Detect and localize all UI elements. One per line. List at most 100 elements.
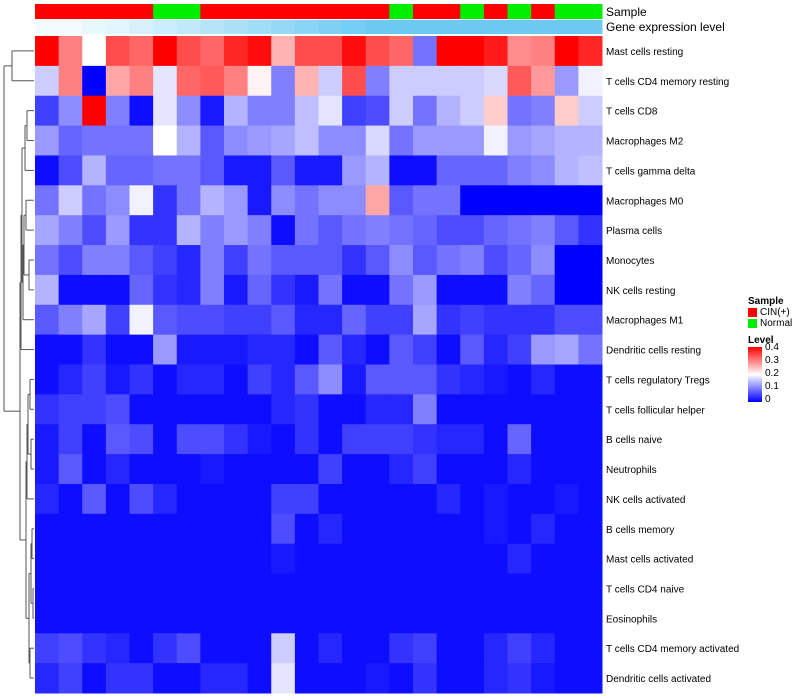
heatmap-cell [58,304,83,336]
heatmap-cell [35,125,60,156]
row-label: T cells CD4 memory activated [606,644,739,655]
heatmap-cell [200,513,225,545]
heatmap-cell [413,185,438,216]
heatmap-cell [224,424,249,455]
heatmap-cell [294,513,319,545]
heatmap-cell [176,65,201,97]
heatmap-cell [531,543,556,575]
heatmap-cell [389,125,414,156]
row-dendrogram [3,50,34,679]
sample-annotation-cell [578,4,603,19]
heatmap-cell [176,274,201,306]
sample-annotation-cell [436,4,461,19]
row-label: Dendritic cells activated [606,674,711,685]
row-label: NK cells activated [606,495,685,506]
legend-level: Level 0.4 0.3 0.2 0.1 0 [748,335,792,405]
heatmap-cell [318,454,343,485]
heatmap-cell [342,483,367,515]
heatmap-cell [247,454,272,485]
heatmap-cell [436,245,461,276]
heatmap-cell [554,334,579,365]
heatmap-cell [294,125,319,156]
heatmap-cell [153,513,178,545]
sample-annotation-cell [200,4,225,19]
heatmap-cell [460,215,485,246]
heatmap-cell [342,633,367,664]
heatmap-cell [342,334,367,365]
heatmap-cell [554,454,579,485]
heatmap-cell [413,543,438,575]
heatmap-cell [129,364,154,395]
heatmap-cell [200,663,225,694]
heatmap-cell [413,95,438,127]
heatmap-cell [271,603,296,634]
heatmap-cell [460,304,485,336]
heatmap-cell [271,424,296,455]
heatmap-cell [342,65,367,97]
heatmap-cell [58,364,83,395]
heatmap-cell [413,364,438,395]
heatmap-cell [318,424,343,455]
heatmap-cell [105,424,130,455]
heatmap-cell [531,155,556,186]
heatmap-cell [224,633,249,664]
heatmap-cell [176,215,201,246]
heatmap-cell [105,304,130,336]
heatmap-cell [365,304,390,336]
heatmap-cell [460,603,485,634]
heatmap-cell [436,334,461,365]
heatmap-cell [35,95,60,127]
heatmap-cell [436,274,461,306]
heatmap-cell [578,483,603,515]
heatmap-cell [247,424,272,455]
heatmap-cell [82,364,107,395]
heatmap-cell [436,454,461,485]
heatmap-cell [82,36,107,67]
heatmap-cell [318,513,343,545]
heatmap-cell [342,424,367,455]
heatmap-cell [436,185,461,216]
heatmap-cell [483,65,508,97]
sample-annotation-cell [531,4,556,19]
legend-sample-title: Sample [748,296,784,307]
heatmap-cell [531,215,556,246]
heatmap-cell [294,483,319,515]
heatmap-cell [153,454,178,485]
heatmap-cell [578,245,603,276]
heatmap-cell [247,125,272,156]
sample-annotation-cell [389,4,414,19]
heatmap-cell [318,65,343,97]
heatmap-cell [483,573,508,604]
expression-annotation-cell [578,20,603,34]
heatmap-cell [365,245,390,276]
heatmap-cell [176,95,201,127]
heatmap-cell [105,513,130,545]
heatmap-cell [436,36,461,67]
heatmap-cell [531,483,556,515]
heatmap-cell [200,603,225,634]
heatmap-cell [365,663,390,694]
heatmap-cell [58,513,83,545]
heatmap-cell [58,155,83,186]
row-label: Macrophages M1 [606,316,684,327]
heatmap-cell [271,155,296,186]
heatmap-cell [507,65,532,97]
heatmap-cell [35,155,60,186]
heatmap-cell [483,454,508,485]
heatmap-cell [129,573,154,604]
legend-label-cin: CIN(+) [760,307,790,318]
heatmap-cell [318,274,343,306]
heatmap-cell [176,424,201,455]
level-tick-0-3: 0.3 [765,355,779,366]
heatmap-cell [271,65,296,97]
heatmap-cell [153,543,178,575]
heatmap-cell [342,215,367,246]
heatmap-cell [460,334,485,365]
heatmap-cell [129,334,154,365]
heatmap-cell [460,36,485,67]
heatmap-cell [176,633,201,664]
heatmap-cell [35,274,60,306]
heatmap-cell [413,155,438,186]
expression-annotation-cell [129,20,154,34]
